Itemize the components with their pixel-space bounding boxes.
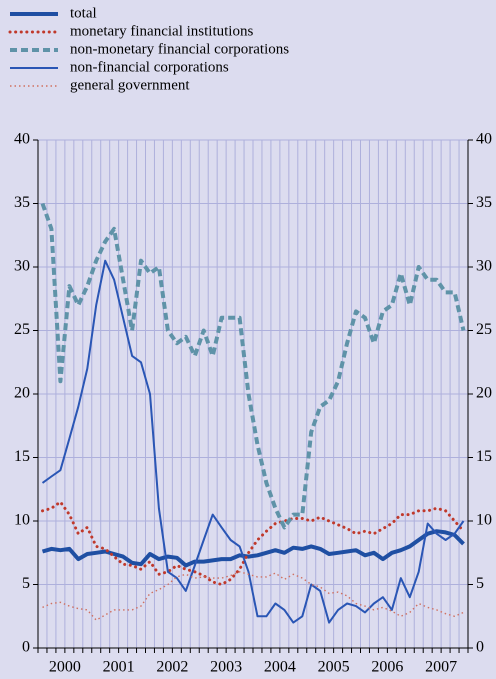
y-tick-label: 25: [14, 321, 30, 338]
x-tick-label: 2002: [156, 659, 188, 676]
x-tick-label: 2005: [318, 659, 350, 676]
y-tick-label: 0: [22, 639, 30, 656]
x-tick-label: 2000: [49, 659, 81, 676]
y2-tick-label: 10: [476, 512, 492, 529]
y2-tick-label: 40: [476, 131, 492, 148]
y-tick-label: 35: [14, 194, 30, 211]
y-tick-label: 10: [14, 512, 30, 529]
x-tick-label: 2001: [103, 659, 135, 676]
y2-tick-label: 20: [476, 385, 492, 402]
y2-tick-label: 5: [476, 575, 484, 592]
legend-label: general government: [70, 77, 190, 93]
series-line: [41, 500, 465, 586]
x-tick-label: 2006: [371, 659, 403, 676]
y-tick-label: 40: [14, 131, 30, 148]
y2-tick-label: 0: [476, 639, 484, 656]
series-line: [40, 202, 466, 530]
y2-tick-label: 35: [476, 194, 492, 211]
y-tick-label: 20: [14, 385, 30, 402]
x-tick-label: 2003: [210, 659, 242, 676]
legend-label: non-financial corporations: [70, 59, 229, 75]
series-line: [42, 571, 464, 621]
legend-label: monetary financial institutions: [70, 23, 253, 39]
y2-tick-label: 30: [476, 258, 492, 275]
y-tick-label: 5: [22, 575, 30, 592]
x-tick-label: 2004: [264, 659, 296, 676]
series-line: [41, 259, 465, 624]
x-tick-label: 2007: [425, 659, 457, 676]
y-tick-label: 30: [14, 258, 30, 275]
legend-label: non-monetary financial corporations: [70, 41, 289, 57]
y-tick-label: 15: [14, 448, 30, 465]
y2-tick-label: 15: [476, 448, 492, 465]
y2-tick-label: 25: [476, 321, 492, 338]
legend-label: total: [70, 5, 97, 21]
